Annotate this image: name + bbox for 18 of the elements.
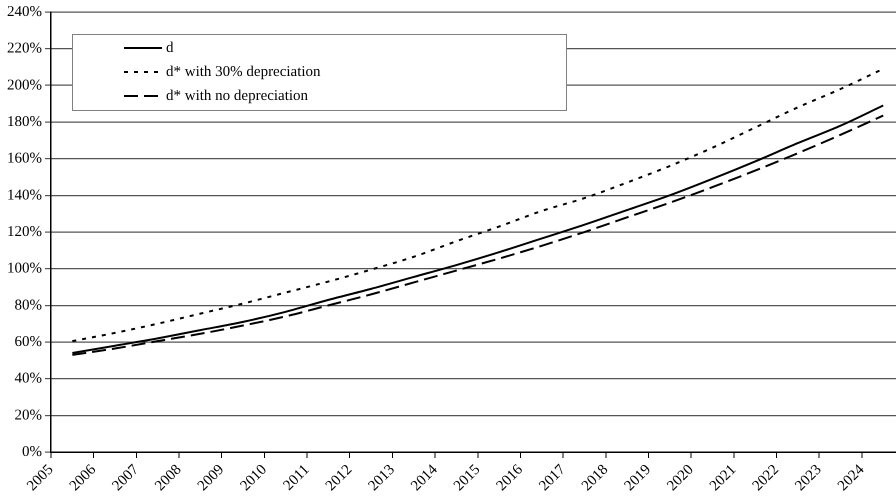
- y-tick-label: 80%: [14, 297, 42, 314]
- y-tick-label: 0%: [22, 444, 42, 460]
- y-tick-label: 120%: [6, 224, 42, 240]
- y-tick-label: 20%: [14, 407, 42, 424]
- y-tick-label: 240%: [6, 4, 42, 20]
- y-tick-label: 220%: [6, 40, 42, 57]
- legend-label: d: [166, 40, 174, 56]
- y-tick-label: 160%: [6, 150, 42, 167]
- legend-label: d* with no depreciation: [166, 88, 309, 104]
- x-tick-label: 2021: [706, 462, 740, 494]
- y-tick-label: 200%: [6, 77, 42, 94]
- x-tick-label: 2011: [280, 462, 313, 494]
- y-tick-label: 40%: [14, 370, 42, 387]
- y-tick-label: 180%: [6, 114, 42, 130]
- y-tick-label: 140%: [6, 187, 42, 204]
- legend-label: d* with 30% depreciation: [166, 64, 322, 80]
- y-tick-label: 60%: [14, 334, 42, 350]
- y-tick-label: 100%: [6, 260, 42, 277]
